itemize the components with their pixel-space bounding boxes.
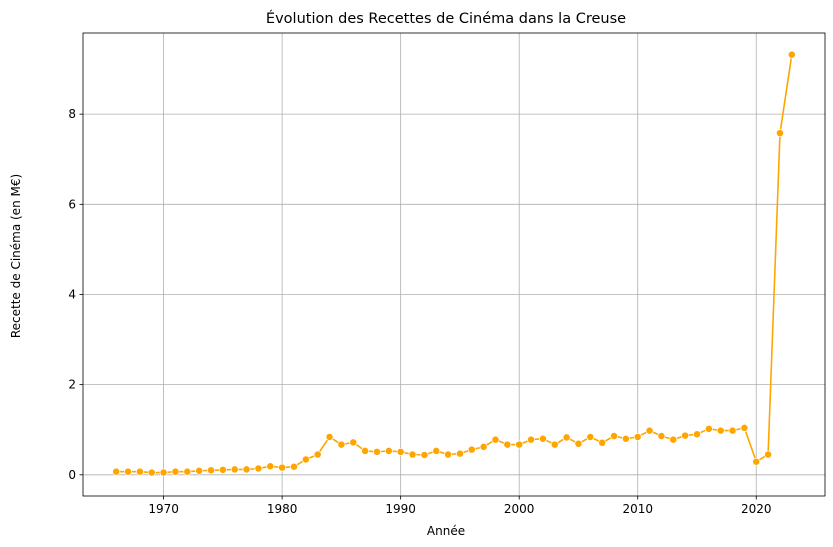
data-point bbox=[278, 463, 287, 472]
data-point bbox=[538, 434, 547, 443]
data-point bbox=[290, 462, 298, 471]
data-point bbox=[621, 434, 630, 443]
data-point bbox=[266, 462, 275, 471]
data-point bbox=[230, 465, 239, 474]
data-point bbox=[384, 446, 393, 455]
data-point bbox=[432, 446, 441, 455]
data-point bbox=[337, 440, 346, 449]
data-point bbox=[147, 468, 156, 477]
data-point bbox=[787, 50, 796, 59]
x-axis-ticks: 1970 1980 1990 2000 2010 2020 bbox=[148, 496, 772, 516]
series-markers bbox=[112, 50, 796, 477]
y-axis-title: Recette de Cinéma (en M€) bbox=[9, 174, 23, 338]
data-point bbox=[159, 468, 168, 477]
data-point bbox=[574, 439, 583, 448]
data-point bbox=[681, 431, 690, 440]
data-point bbox=[112, 467, 121, 476]
data-point bbox=[313, 450, 322, 459]
data-point bbox=[491, 435, 500, 444]
data-point bbox=[218, 465, 227, 474]
data-point bbox=[361, 446, 370, 455]
x-tick-label: 1970 bbox=[148, 502, 179, 516]
data-point bbox=[764, 450, 773, 459]
series-line bbox=[116, 54, 793, 474]
y-tick-label: 8 bbox=[68, 107, 76, 121]
data-point bbox=[704, 424, 713, 433]
data-point bbox=[171, 467, 180, 476]
data-point bbox=[420, 451, 429, 459]
x-axis-title: Année bbox=[427, 524, 465, 538]
data-point bbox=[195, 466, 204, 475]
x-tick-label: 1990 bbox=[385, 502, 416, 516]
chart-title: Évolution des Recettes de Cinéma dans la… bbox=[266, 10, 626, 27]
data-point bbox=[242, 465, 251, 474]
y-tick-label: 4 bbox=[68, 287, 76, 301]
plot-frame bbox=[82, 32, 826, 497]
y-tick-label: 0 bbox=[68, 468, 76, 482]
x-tick-label: 2010 bbox=[622, 502, 653, 516]
data-point bbox=[610, 432, 618, 440]
data-point bbox=[455, 449, 464, 458]
data-point bbox=[183, 467, 192, 476]
data-point bbox=[349, 438, 358, 447]
data-point bbox=[693, 430, 701, 439]
data-point bbox=[716, 426, 725, 435]
data-point bbox=[645, 426, 654, 435]
x-tick-label: 2000 bbox=[504, 502, 535, 516]
data-point bbox=[633, 432, 642, 441]
x-tick-label: 2020 bbox=[741, 502, 772, 516]
data-point bbox=[515, 440, 524, 449]
data-point bbox=[135, 467, 144, 476]
y-tick-label: 2 bbox=[68, 378, 76, 392]
grid bbox=[83, 33, 825, 496]
data-point bbox=[325, 432, 334, 441]
data-point bbox=[669, 435, 678, 444]
data-point bbox=[503, 440, 512, 449]
data-point bbox=[657, 432, 666, 440]
y-axis-ticks: 0 2 4 6 8 bbox=[68, 107, 83, 482]
data-point bbox=[207, 466, 215, 475]
data-point bbox=[396, 447, 405, 456]
data-point bbox=[550, 440, 559, 449]
data-point bbox=[373, 447, 381, 456]
data-point bbox=[124, 467, 132, 476]
data-point bbox=[598, 438, 607, 447]
data-point bbox=[562, 433, 571, 442]
series-line-path bbox=[116, 54, 793, 474]
data-point bbox=[728, 426, 737, 435]
data-point bbox=[301, 455, 310, 464]
data-point bbox=[776, 129, 784, 138]
data-point bbox=[408, 450, 417, 459]
data-point bbox=[740, 423, 749, 432]
data-point bbox=[586, 432, 595, 441]
data-point bbox=[444, 450, 453, 459]
y-tick-label: 6 bbox=[68, 197, 76, 211]
data-point bbox=[527, 435, 535, 444]
x-tick-label: 1980 bbox=[267, 502, 298, 516]
data-point bbox=[479, 442, 488, 451]
data-point bbox=[467, 445, 476, 454]
data-point bbox=[254, 464, 263, 473]
data-point bbox=[752, 457, 761, 466]
